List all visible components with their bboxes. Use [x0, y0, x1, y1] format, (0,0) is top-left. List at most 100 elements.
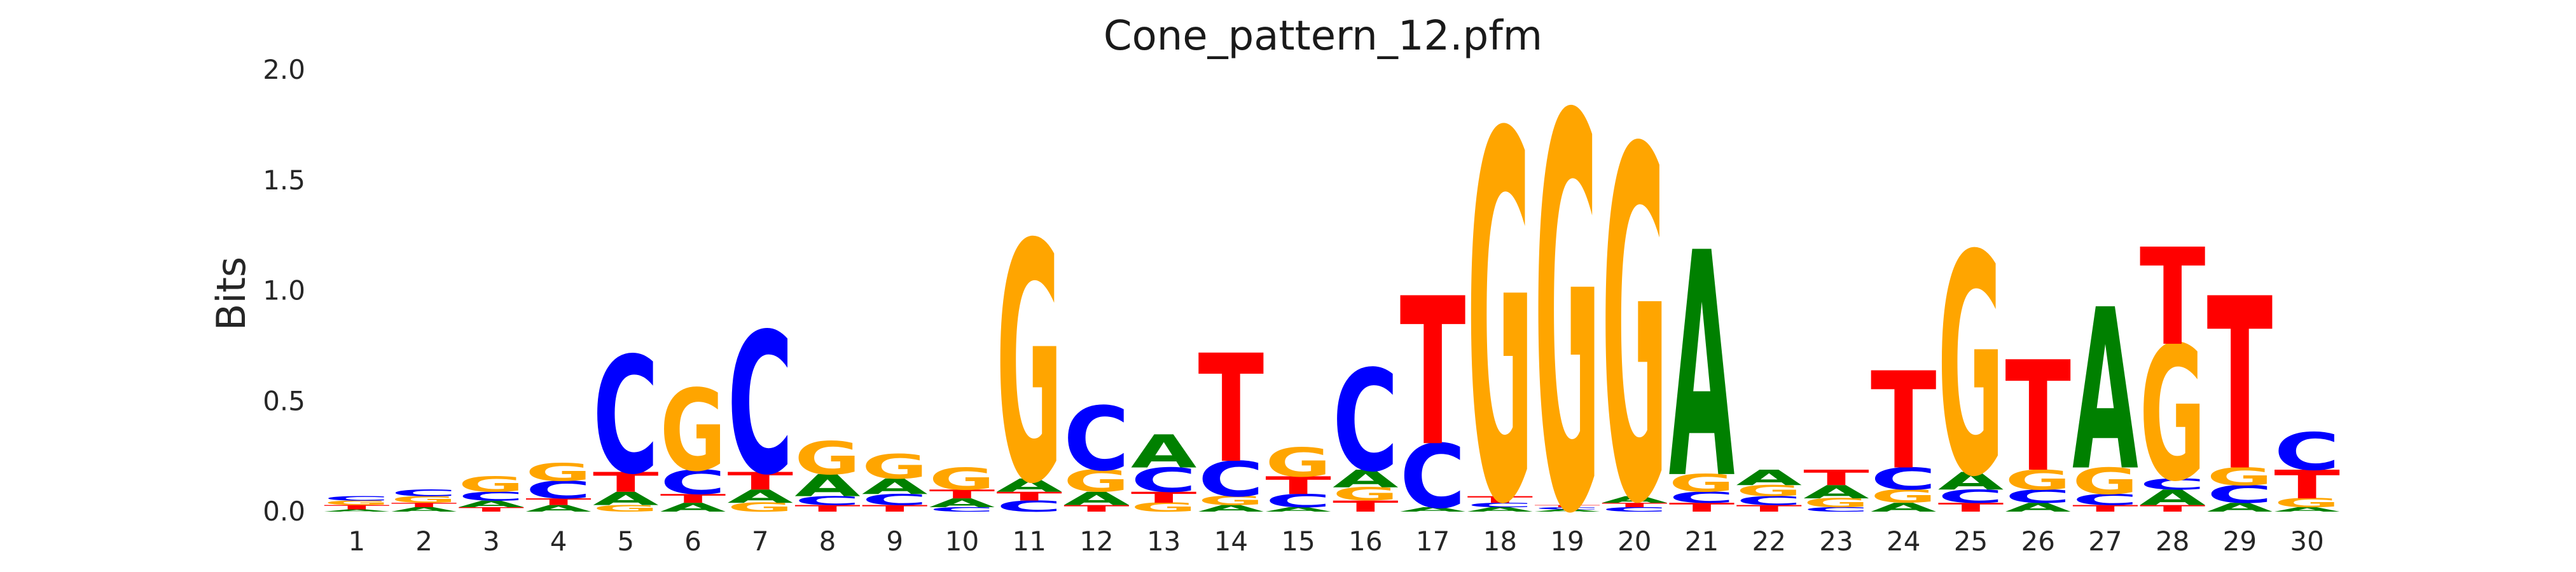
- logo-letter-G: G: [996, 175, 1062, 556]
- logo-letter-C: C: [727, 292, 793, 519]
- logo-letter-G: G: [391, 494, 457, 505]
- logo-letter-T: T: [2140, 221, 2206, 376]
- x-tick-label: 17: [1416, 526, 1450, 557]
- logo-letter-G: G: [324, 500, 390, 507]
- logo-letter-A: A: [1063, 488, 1130, 509]
- logo-letter-C: C: [2207, 480, 2273, 508]
- x-tick-label: 4: [550, 526, 567, 557]
- logo-letter-T: T: [391, 501, 457, 508]
- logo-letter-G: G: [593, 503, 659, 514]
- logo-letter-C: C: [1467, 501, 1534, 508]
- logo-letter-T: T: [794, 503, 861, 514]
- logo-letter-T: T: [1265, 472, 1331, 500]
- logo-letter-C: C: [324, 495, 390, 502]
- logo-letter-A: A: [525, 503, 592, 514]
- logo-letter-T: T: [1467, 494, 1534, 505]
- logo-letter-T: T: [1534, 505, 1600, 508]
- logo-letter-T: T: [1333, 498, 1399, 515]
- logo-letter-G: G: [459, 472, 525, 497]
- logo-letter-A: A: [727, 486, 793, 507]
- x-tick-label: 23: [1819, 526, 1853, 557]
- logo-letter-C: C: [862, 491, 928, 508]
- logo-letter-T: T: [459, 506, 525, 513]
- logo-letter-C: C: [1063, 388, 1130, 490]
- x-tick-label: 5: [617, 526, 634, 557]
- logo-letter-G: G: [1669, 469, 1735, 498]
- logo-letter-C: C: [929, 506, 995, 513]
- logo-letter-T: T: [929, 487, 995, 501]
- logo-letter-A: A: [2140, 486, 2206, 510]
- logo-letter-T: T: [862, 503, 928, 514]
- x-tick-label: 24: [1887, 526, 1920, 557]
- x-tick-label: 7: [752, 526, 769, 557]
- logo-letter-C: C: [660, 463, 726, 502]
- logo-letter-T: T: [1803, 465, 1869, 490]
- y-tick-label: 1.0: [263, 275, 305, 306]
- x-axis-ticks: 1 2 3 4 5 6 7 8 9 10 11 12 13 14 15 16 17 18 19 20 21 22 23 24 2…: [348, 526, 2323, 557]
- x-tick-label: 12: [1079, 526, 1113, 557]
- logo-letter-G: G: [525, 458, 592, 487]
- logo-letter-T: T: [2005, 329, 2071, 506]
- x-tick-label: 20: [1617, 526, 1651, 557]
- logo-letter-G: G: [1938, 191, 2004, 544]
- x-tick-label: 19: [1550, 526, 1584, 557]
- logo-letter-C: C: [1803, 506, 1869, 513]
- x-tick-label: 15: [1281, 526, 1315, 557]
- logo-letter-T: T: [1669, 500, 1735, 514]
- logo-letter-A: A: [459, 499, 525, 510]
- x-tick-label: 21: [1685, 526, 1719, 557]
- logo-letter-C: C: [1602, 506, 1668, 513]
- logo-letter-T: T: [1602, 501, 1668, 508]
- logo-letter-C: C: [1400, 425, 1466, 528]
- y-tick-label: 0.0: [263, 496, 305, 527]
- logo-letter-C: C: [1534, 507, 1600, 510]
- logo-letter-A: A: [1265, 506, 1331, 513]
- logo-letter-C: C: [1333, 341, 1399, 503]
- logo-letter-T: T: [2274, 462, 2340, 508]
- logo-letter-A: A: [660, 500, 726, 514]
- logo-letter-A: A: [1333, 465, 1399, 493]
- logo-letter-C: C: [2274, 422, 2340, 482]
- logo-letter-G: G: [1198, 494, 1264, 508]
- logo-letter-A: A: [1534, 509, 1600, 513]
- logo-letter-G: G: [1467, 29, 1534, 572]
- logo-letter-G: G: [1534, 5, 1600, 572]
- x-tick-label: 9: [886, 526, 903, 557]
- x-tick-label: 14: [1214, 526, 1248, 557]
- logo-letter-G: G: [2072, 461, 2138, 503]
- logo-letter-G: G: [1131, 500, 1197, 514]
- x-tick-label: 25: [1954, 526, 1988, 557]
- logo-letter-G: G: [1803, 496, 1869, 510]
- logo-letter-T: T: [324, 504, 390, 511]
- logo-letter-A: A: [996, 475, 1062, 496]
- logo-letter-G: G: [727, 500, 793, 514]
- logo-letter-T: T: [1938, 500, 2004, 514]
- y-axis-label: Bits: [208, 257, 254, 330]
- logo-letter-C: C: [1669, 489, 1735, 507]
- logo-letter-G: G: [2207, 463, 2273, 491]
- logo-letter-A: A: [862, 474, 928, 499]
- logo-letter-G: G: [1063, 464, 1130, 499]
- chart-title: Cone_pattern_12.pfm: [1104, 13, 1542, 60]
- logo-letter-G: G: [1265, 440, 1331, 486]
- x-tick-label: 26: [2021, 526, 2054, 557]
- logo-letter-T: T: [2140, 503, 2206, 514]
- logo-letter-G: G: [862, 447, 928, 486]
- logo-letter-C: C: [1198, 451, 1264, 508]
- logo-letter-A: A: [1669, 188, 1736, 548]
- logo-letter-T: T: [1063, 503, 1130, 514]
- x-tick-label: 6: [684, 526, 702, 557]
- x-tick-label: 11: [1012, 526, 1046, 557]
- x-tick-label: 2: [415, 526, 433, 557]
- x-tick-label: 18: [1483, 526, 1517, 557]
- logo-letter-A: A: [324, 509, 390, 513]
- x-tick-label: 16: [1348, 526, 1382, 557]
- x-tick-label: 30: [2290, 526, 2323, 557]
- logo-letter-A: A: [1938, 467, 2004, 495]
- x-tick-label: 3: [483, 526, 500, 557]
- logo-letter-T: T: [1400, 255, 1466, 491]
- x-tick-label: 27: [2088, 526, 2122, 557]
- logo-letter-T: T: [660, 491, 726, 505]
- logo-letter-G: G: [1602, 50, 1668, 572]
